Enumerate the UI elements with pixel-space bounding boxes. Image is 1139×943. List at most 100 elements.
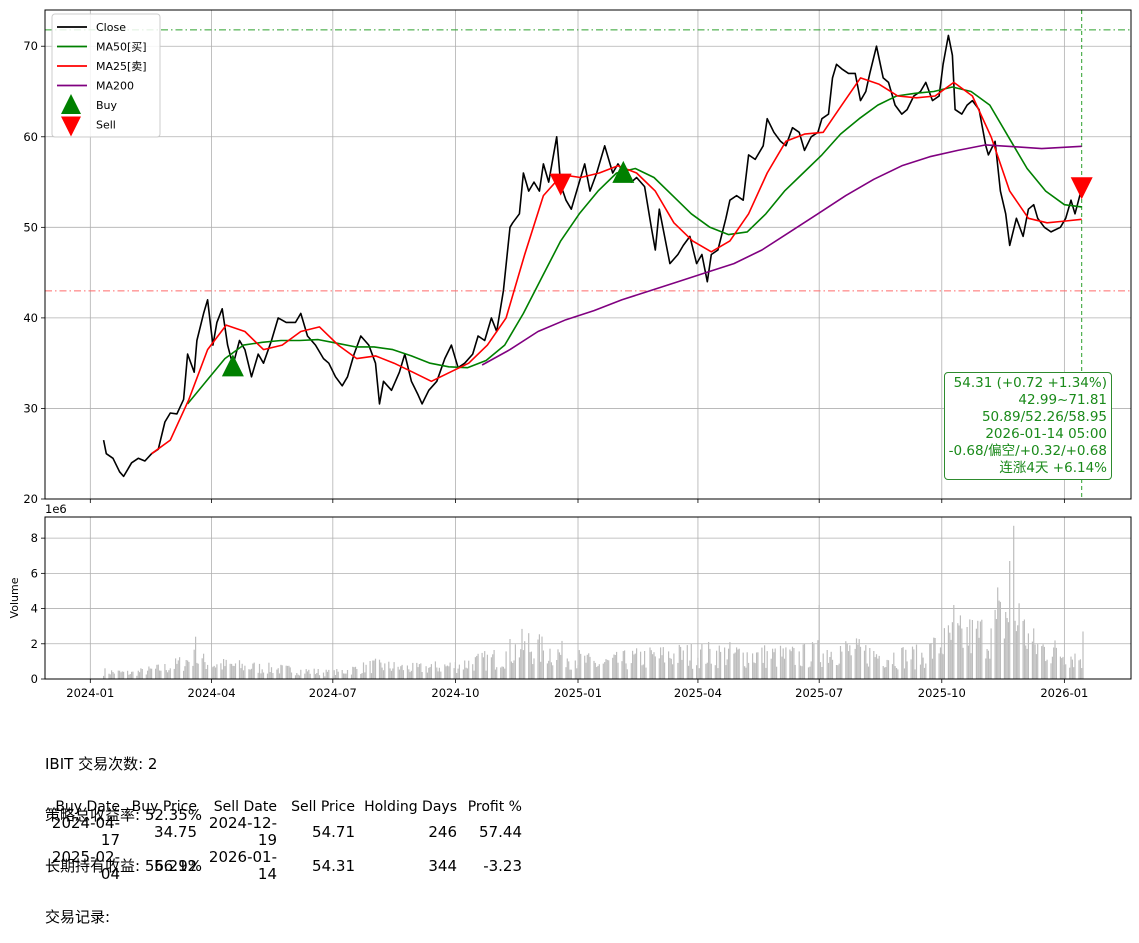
- volume-bar: [670, 658, 672, 679]
- volume-bar: [819, 662, 822, 679]
- x-tick-label: 2024-10: [431, 686, 479, 700]
- volume-bar: [951, 622, 953, 679]
- volume-bar: [542, 650, 544, 679]
- volume-bar: [155, 668, 157, 679]
- volume-bar: [847, 651, 850, 679]
- volume-bar: [342, 673, 345, 679]
- volume-bar: [485, 670, 487, 679]
- volume-bar: [772, 648, 774, 679]
- volume-bar: [622, 651, 624, 679]
- volume-bar: [783, 658, 786, 679]
- volume-bar: [645, 667, 647, 679]
- volume-bar: [642, 664, 644, 679]
- volume-bar: [987, 650, 989, 679]
- volume-bar: [1043, 646, 1045, 679]
- volume-bar: [241, 663, 243, 679]
- volume-bar: [585, 662, 587, 679]
- volume-bar: [248, 669, 250, 679]
- volume-bar: [449, 662, 451, 679]
- table-cell: 246: [428, 822, 457, 841]
- col-header: Sell Price: [291, 799, 355, 815]
- price-y-tick-label: 30: [23, 401, 38, 415]
- volume-bar: [584, 655, 586, 679]
- price-panel: 20 30 40 50 60 70 Close MA50[买] MA25[卖] MA200 Buy S…: [23, 9, 1132, 506]
- volume-bar: [266, 673, 269, 679]
- volume-bar: [285, 665, 287, 679]
- volume-bar: [662, 647, 664, 679]
- volume-bar: [270, 667, 273, 679]
- volume-bar: [931, 658, 934, 679]
- volume-bar: [1042, 644, 1044, 679]
- volume-bar: [752, 653, 754, 679]
- volume-bar: [961, 628, 963, 679]
- volume-bar: [416, 662, 418, 679]
- volume-bar: [558, 652, 560, 679]
- volume-bar: [744, 666, 746, 679]
- volume-bar: [1023, 619, 1025, 679]
- volume-bar: [492, 654, 494, 679]
- volume-bar: [505, 651, 507, 679]
- volume-bar: [779, 645, 782, 679]
- volume-bar: [846, 644, 848, 679]
- volume-bar: [147, 670, 149, 679]
- volume-bar: [353, 667, 355, 679]
- volume-bar: [1034, 644, 1036, 679]
- volume-bar: [306, 671, 309, 679]
- volume-bar: [448, 666, 450, 679]
- volume-bar: [418, 664, 420, 679]
- volume-bar: [167, 672, 169, 679]
- volume-bar: [644, 651, 646, 679]
- volume-bar: [681, 659, 683, 679]
- volume-bar: [482, 657, 484, 679]
- col-header: Buy Date: [55, 799, 120, 815]
- volume-bar: [985, 658, 987, 679]
- volume-bar: [1005, 612, 1007, 679]
- volume-bar: [664, 662, 666, 679]
- price-y-tick-label: 40: [23, 311, 38, 325]
- volume-bar: [1079, 659, 1081, 679]
- volume-bar: [709, 648, 711, 679]
- volume-bar: [117, 670, 119, 679]
- volume-bar: [120, 672, 122, 679]
- volume-bar: [604, 662, 606, 679]
- volume-bar: [979, 621, 981, 679]
- buy-marker: [221, 354, 244, 377]
- volume-bar: [738, 648, 740, 679]
- volume-bar: [362, 662, 365, 679]
- volume-bar: [440, 671, 442, 679]
- volume-bar: [1009, 561, 1011, 679]
- volume-bar: [594, 662, 596, 679]
- volume-bar: [692, 668, 694, 679]
- table-cell: 344: [428, 856, 457, 875]
- volume-bar: [258, 663, 261, 679]
- volume-bar: [1014, 620, 1016, 679]
- volume-bar: [509, 639, 511, 679]
- price-y-tick-label: 60: [23, 130, 38, 144]
- volume-bar: [280, 664, 282, 679]
- legend-label: MA50[买]: [96, 41, 147, 54]
- volume-bar: [406, 665, 408, 679]
- table-cell: 2025-02-04: [51, 848, 120, 883]
- volume-bar: [187, 660, 189, 679]
- volume-bar: [1065, 664, 1067, 679]
- volume-bar: [382, 670, 385, 679]
- volume-bar: [224, 666, 226, 679]
- table-cell: 2024-12-19: [208, 814, 277, 849]
- volume-bar: [915, 644, 918, 679]
- volume-bar: [538, 634, 540, 679]
- volume-bar: [522, 650, 524, 679]
- volume-bar: [549, 648, 551, 679]
- volume-bar: [886, 659, 888, 679]
- col-header: Holding Days: [364, 799, 457, 815]
- volume-bar: [109, 674, 111, 679]
- trade-table: Buy Date Buy Price Sell Date Sell Price …: [45, 799, 522, 883]
- volume-bar: [356, 669, 358, 679]
- volume-y-tick-label: 2: [31, 637, 38, 651]
- volume-bar: [923, 667, 926, 679]
- volume-bar: [361, 673, 363, 679]
- volume-bar: [420, 663, 422, 679]
- volume-axis-label: Volume: [8, 577, 21, 618]
- volume-bar: [294, 675, 297, 679]
- volume-bar: [669, 657, 671, 679]
- volume-bar: [529, 652, 531, 679]
